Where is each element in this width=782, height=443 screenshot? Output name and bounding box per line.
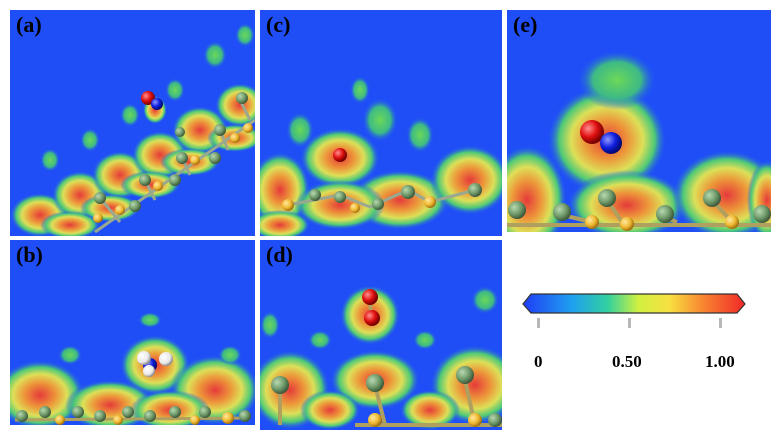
colorbar-tick-mark-050 [628, 318, 631, 328]
panel-e-label: (e) [513, 12, 538, 37]
panel-a-image [10, 23, 255, 236]
panel-b: (b) [10, 240, 255, 425]
panel-c-label: (c) [266, 12, 291, 37]
colorbar-tick-mark-100 [719, 318, 722, 328]
panel-c-image [260, 76, 502, 236]
panel-c: (c) [260, 10, 502, 236]
panel-a: (a) [10, 10, 255, 236]
panel-e-image [507, 50, 771, 232]
colorbar-graphic [522, 293, 746, 328]
panel-b-label: (b) [16, 242, 43, 267]
panel-b-image [10, 312, 255, 425]
colorbar [521, 280, 747, 340]
colorbar-tick-label-050: 0.50 [612, 352, 642, 371]
panel-d-label: (d) [266, 242, 293, 267]
panel-e: (e) [507, 10, 771, 232]
panel-a-label: (a) [16, 12, 42, 37]
panel-d-image [260, 285, 502, 430]
colorbar-tick-label-0: 0 [534, 352, 543, 371]
colorbar-tick-mark-0 [537, 318, 540, 328]
colorbar-gradient [522, 293, 746, 314]
panel-d: (d) [260, 240, 502, 430]
colorbar-tick-label-100: 1.00 [705, 352, 735, 371]
